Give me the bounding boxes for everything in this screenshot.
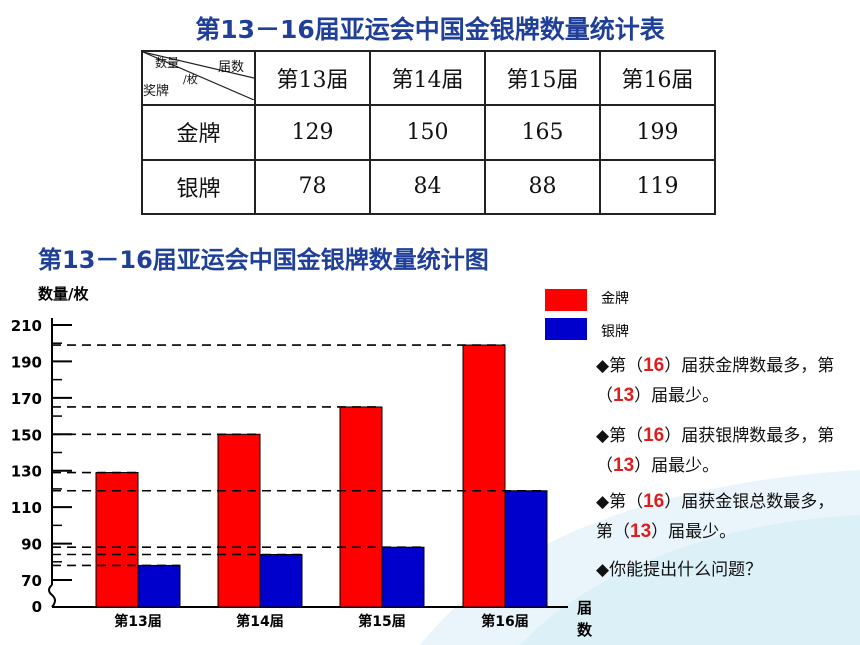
note-3: ◆第（16）届获金银总数最多，第（13）届最少。 xyxy=(596,487,851,547)
note-text: ）届获金银总数最多，第（ xyxy=(596,492,835,542)
y-axis-break xyxy=(48,584,56,608)
corner-label-session: 届数 xyxy=(217,60,244,75)
bar-gold xyxy=(217,433,261,608)
answer-value: 16 xyxy=(643,355,665,376)
table-cell: 78 xyxy=(254,158,371,216)
table-cell: 150 xyxy=(369,104,486,161)
note-text: ◆第（ xyxy=(596,426,644,446)
legend-swatch-silver xyxy=(545,318,587,340)
answer-value: 13 xyxy=(613,455,635,476)
bar-silver xyxy=(259,554,303,608)
table-col-header: 第14届 xyxy=(369,49,486,107)
answer-value: 16 xyxy=(643,425,665,446)
table-row: 银牌 78 84 88 119 xyxy=(141,158,716,216)
answer-value: 16 xyxy=(643,491,665,512)
y-tick-label: 110 xyxy=(11,499,42,517)
y-tick-label: 210 xyxy=(11,317,42,335)
table-cell: 129 xyxy=(254,104,371,161)
table-row: 金牌 129 150 165 199 xyxy=(141,104,716,161)
note-1: ◆第（16）届获金牌数最多，第（13）届最少。 xyxy=(596,351,851,411)
bar-gold xyxy=(339,406,383,608)
x-tick-label: 第16届 xyxy=(481,613,528,630)
corner-label-quantity: 数量 xyxy=(155,56,180,70)
answer-value: 13 xyxy=(630,521,652,542)
bar-gold xyxy=(95,472,139,608)
table-cell: 88 xyxy=(484,158,601,216)
table-cell: 165 xyxy=(484,104,601,161)
table-col-header: 第13届 xyxy=(254,49,371,107)
table-cell: 119 xyxy=(599,158,716,216)
note-text: ）届最少。 xyxy=(651,522,737,542)
note-text: ◆第（ xyxy=(596,492,644,512)
corner-label-unit: /枚 xyxy=(183,73,198,86)
table-col-header: 第15届 xyxy=(484,49,601,107)
bar-gold xyxy=(462,344,506,608)
answer-value: 13 xyxy=(613,385,635,406)
bar-silver xyxy=(504,490,548,608)
table-header-row: 数量 届数 /枚 奖牌 第13届 第14届 第15届 第16届 xyxy=(141,49,716,107)
note-text: ）届最少。 xyxy=(634,456,720,476)
y-tick-label: 70 xyxy=(21,572,42,590)
chart-title: 第13－16届亚运会中国金银牌数量统计图 xyxy=(38,246,489,274)
table-row-label: 金牌 xyxy=(141,104,256,161)
bar-silver xyxy=(137,564,181,608)
table-title: 第13－16届亚运会中国金银牌数量统计表 xyxy=(195,15,665,44)
bar-silver xyxy=(381,546,425,608)
y-tick-label: 0 xyxy=(32,598,42,616)
table-corner-cell: 数量 届数 /枚 奖牌 xyxy=(141,49,256,107)
note-4: ◆你能提出什么问题？ xyxy=(596,556,851,585)
note-question: ◆你能提出什么问题？ xyxy=(596,560,763,580)
note-2: ◆第（16）届获银牌数最多，第（13）届最少。 xyxy=(596,421,851,481)
corner-label-medal: 奖牌 xyxy=(143,84,170,99)
x-tick-label: 第15届 xyxy=(358,613,405,630)
table-col-header: 第16届 xyxy=(599,49,716,107)
corner-diagonals xyxy=(143,52,254,100)
legend-label-silver: 银牌 xyxy=(601,324,629,340)
table-cell: 199 xyxy=(599,104,716,161)
y-tick-label: 90 xyxy=(21,536,42,554)
x-tick-label: 第14届 xyxy=(236,613,283,630)
y-tick-label: 130 xyxy=(11,463,42,481)
x-axis-label-line2: 数 xyxy=(577,621,593,639)
note-text: ）届最少。 xyxy=(634,386,720,406)
note-text: ◆第（ xyxy=(596,356,644,376)
note-text: ）届获金牌数最多，第（ xyxy=(596,356,835,406)
y-tick-label: 170 xyxy=(11,390,42,408)
y-tick-label: 150 xyxy=(11,426,42,444)
x-tick-label: 第13届 xyxy=(114,613,161,630)
y-axis-label: 数量/枚 xyxy=(38,285,89,303)
table-row-label: 银牌 xyxy=(141,158,256,216)
legend-swatch-gold xyxy=(545,289,587,311)
legend-label-gold: 金牌 xyxy=(601,291,629,307)
medal-table: 数量 届数 /枚 奖牌 第13届 第14届 第15届 第16届 金牌 129 1… xyxy=(141,49,716,216)
note-text: ）届获银牌数最多，第（ xyxy=(596,426,835,476)
table-cell: 84 xyxy=(369,158,486,216)
x-axis-label-line1: 届 xyxy=(577,599,593,617)
y-tick-label: 190 xyxy=(11,353,42,371)
